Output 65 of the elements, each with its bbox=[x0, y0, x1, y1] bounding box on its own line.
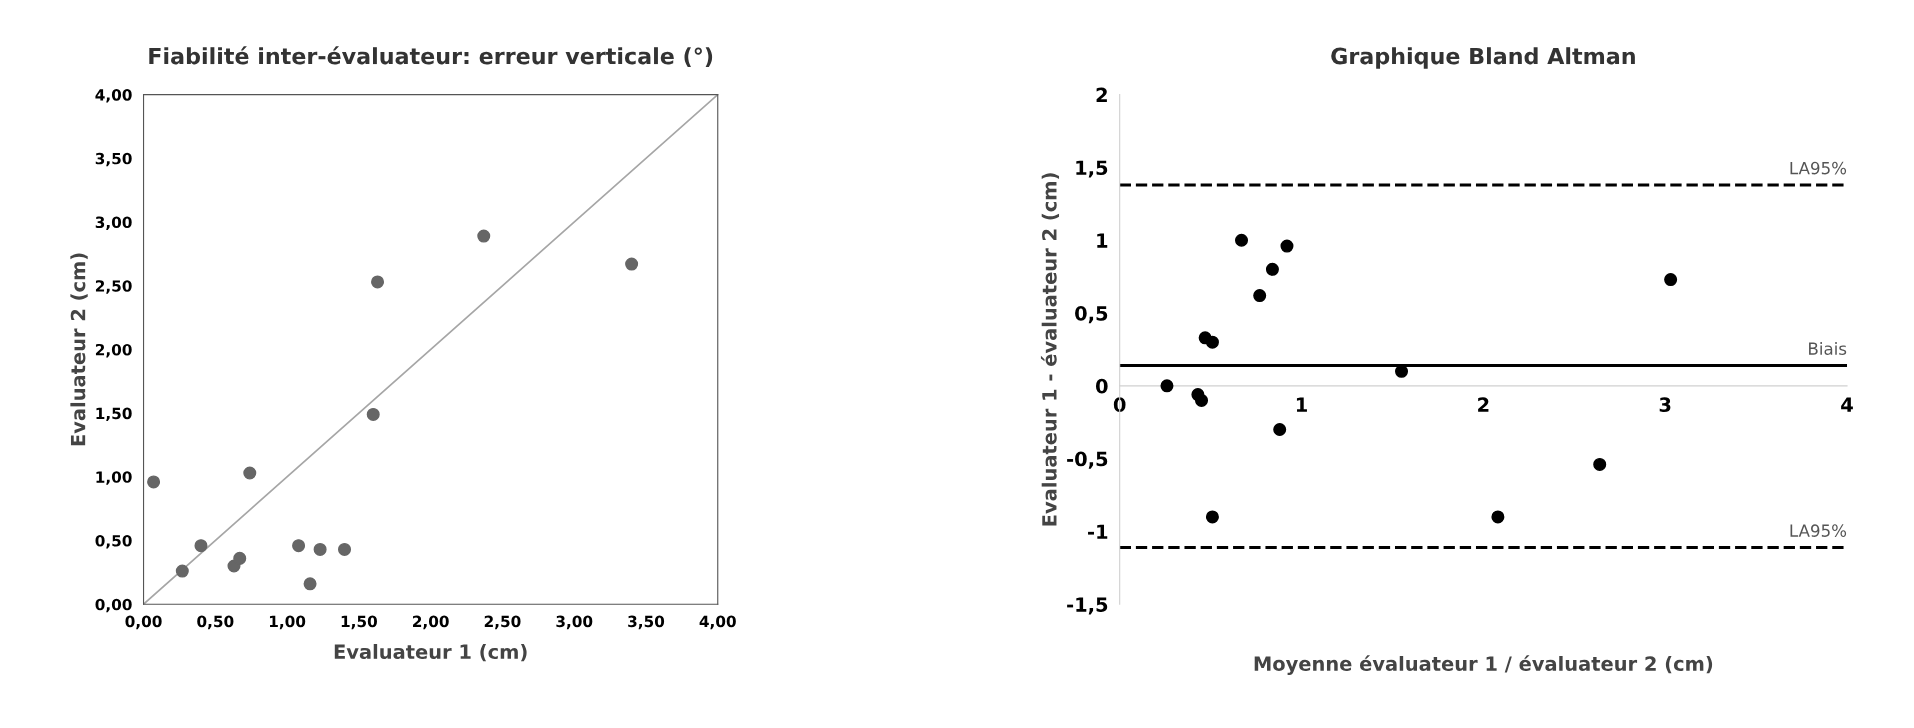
x-tick-label: 0,00 bbox=[125, 615, 162, 630]
x-tick-label: 3 bbox=[1659, 397, 1671, 412]
point bbox=[303, 577, 317, 591]
point bbox=[1265, 262, 1279, 276]
point bbox=[175, 564, 189, 578]
y-tick-label: 2,00 bbox=[95, 343, 132, 358]
x-tick-label: 2,00 bbox=[413, 615, 449, 630]
y-tick-label: 4,00 bbox=[95, 89, 132, 103]
y-tick-label: 0,50 bbox=[95, 535, 132, 549]
point bbox=[194, 539, 208, 553]
point bbox=[1195, 393, 1209, 407]
x-tick-label: 3,00 bbox=[556, 615, 593, 630]
x-tick-label: 1 bbox=[1296, 397, 1307, 412]
x-axis-title: Evaluateur 1 (cm) bbox=[334, 644, 527, 662]
x-tick-label: 3,50 bbox=[628, 615, 665, 630]
x-tick-label: 0,50 bbox=[197, 615, 234, 630]
y-tick-label: 1,00 bbox=[96, 471, 132, 485]
x-tick-label: 2,50 bbox=[484, 615, 521, 630]
y-tick-label: -0,5 bbox=[1067, 451, 1108, 469]
point bbox=[1280, 239, 1294, 253]
point bbox=[313, 542, 327, 556]
point bbox=[243, 466, 257, 480]
point bbox=[1205, 510, 1219, 524]
x-tick-label: 4,00 bbox=[699, 615, 736, 630]
ref-line-label: LA95% bbox=[1790, 161, 1847, 175]
y-tick-label: 1 bbox=[1097, 233, 1108, 248]
point bbox=[1253, 289, 1267, 303]
y-tick-label: 0,00 bbox=[95, 598, 132, 613]
point bbox=[1273, 423, 1287, 437]
y-tick-label: 3,50 bbox=[95, 152, 132, 167]
y-axis-title: Evaluateur 1 - évaluateur 2 (cm) bbox=[1040, 173, 1060, 526]
x-tick-label: 1,50 bbox=[341, 615, 377, 630]
y-tick-label: -1 bbox=[1088, 524, 1108, 539]
point bbox=[1491, 510, 1505, 524]
ref-line-label: Biais bbox=[1809, 342, 1847, 355]
y-tick-label: 2,50 bbox=[95, 280, 132, 294]
point bbox=[1160, 379, 1174, 393]
y-tick-label: 2 bbox=[1096, 87, 1107, 103]
y-tick-label: 1,50 bbox=[96, 407, 132, 422]
y-tick-label: 0,5 bbox=[1075, 306, 1108, 324]
y-tick-label: 3,00 bbox=[95, 216, 132, 231]
x-tick-label: 0 bbox=[1113, 397, 1126, 412]
x-tick-label: 1,00 bbox=[269, 615, 306, 630]
x-tick-label: 2 bbox=[1478, 397, 1489, 412]
ref-line-label: LA95% bbox=[1790, 524, 1847, 537]
point bbox=[371, 275, 385, 289]
y-axis-title: Evaluateur 2 (cm) bbox=[70, 253, 88, 446]
point bbox=[366, 407, 380, 421]
point bbox=[1205, 335, 1219, 349]
point bbox=[1593, 457, 1607, 471]
point bbox=[338, 542, 352, 556]
y-tick-label: -1,5 bbox=[1067, 597, 1108, 615]
point bbox=[147, 475, 161, 489]
y-tick-label: 0 bbox=[1095, 378, 1108, 394]
x-tick-label: 4 bbox=[1841, 397, 1853, 412]
point bbox=[1664, 273, 1678, 287]
point bbox=[1235, 233, 1249, 247]
chart-title: Graphique Bland Altman bbox=[1331, 47, 1635, 69]
x-axis-title: Moyenne évaluateur 1 / évaluateur 2 (cm) bbox=[1254, 655, 1713, 675]
point bbox=[292, 539, 306, 553]
point bbox=[625, 257, 639, 271]
chart-title: Fiabilité inter-évaluateur: erreur verticale (°) bbox=[149, 46, 713, 68]
y-tick-label: 1,5 bbox=[1076, 160, 1108, 178]
point bbox=[233, 551, 247, 565]
point bbox=[477, 229, 491, 243]
